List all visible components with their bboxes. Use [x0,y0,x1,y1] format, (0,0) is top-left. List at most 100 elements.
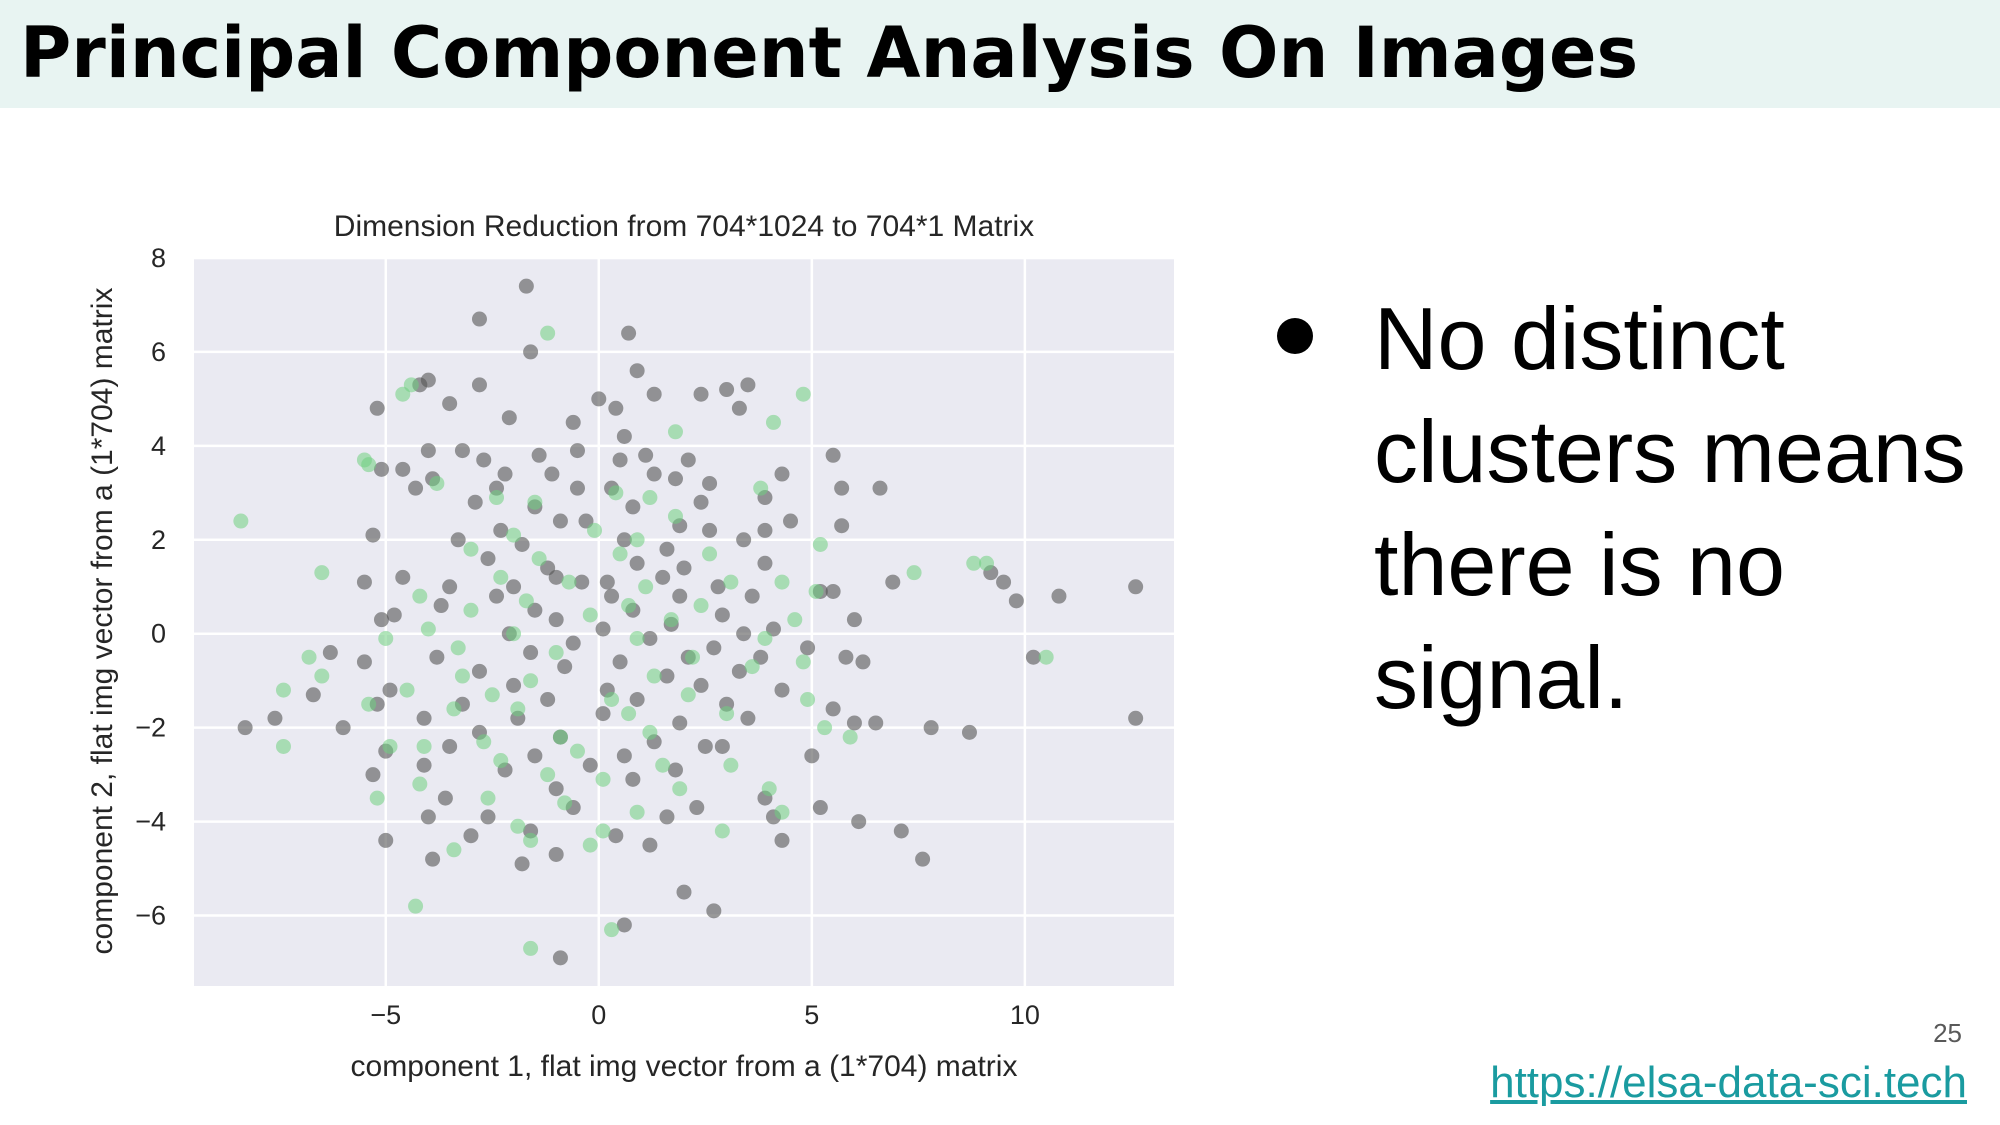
data-point-gray [595,621,611,637]
data-point-gray [480,809,496,825]
data-point-gray [834,480,850,496]
footer-link[interactable]: https://elsa-data-sci.tech [1490,1058,1967,1107]
data-point-gray [885,574,901,590]
data-point-gray [548,569,564,585]
data-point-gray [825,447,841,463]
data-point-gray [834,518,850,534]
data-point-gray [471,663,487,679]
data-point-green [812,537,828,553]
data-point-gray [365,767,381,783]
data-point-green [604,691,620,707]
data-point-gray [548,781,564,797]
data-point-gray [629,691,645,707]
data-point-gray [356,654,372,670]
data-point-gray [373,461,389,477]
data-point-green [714,823,730,839]
data-point-gray [305,687,321,703]
data-point-green [463,541,479,557]
data-point-gray [463,828,479,844]
data-point-green [510,701,526,717]
data-point-green [523,940,539,956]
data-point-green [382,738,398,754]
data-point-green [429,475,445,491]
data-point-gray [356,574,372,590]
data-point-green [527,494,543,510]
data-point-green [723,574,739,590]
data-point-gray [540,691,556,707]
data-point-gray [693,677,709,693]
y-tick-label: 8 [151,243,166,273]
data-point-gray [527,748,543,764]
data-point-green [663,612,679,628]
data-point-green [693,598,709,614]
data-point-green [723,757,739,773]
data-point-green [582,837,598,853]
data-point-gray [429,649,445,665]
data-point-green [765,414,781,430]
data-point-gray [680,452,696,468]
data-point-gray [552,513,568,529]
data-point-gray [501,410,517,426]
data-point-gray [757,555,773,571]
data-point-green [612,546,628,562]
data-point-green [702,546,718,562]
data-point-gray [476,452,492,468]
data-point-gray [825,583,841,599]
data-point-green [629,532,645,548]
data-point-gray [923,720,939,736]
data-point-gray [1008,593,1024,609]
data-point-green [646,668,662,684]
data-point-gray [518,278,534,294]
bullet-text: No distinct clusters means there is no s… [1374,289,1966,727]
data-point-gray [706,640,722,656]
data-point-green [454,668,470,684]
data-point-green [395,386,411,402]
data-point-gray [616,532,632,548]
data-point-gray [642,837,658,853]
data-point-green [314,668,330,684]
data-point-green [642,490,658,506]
data-point-gray [710,579,726,595]
data-point-gray [608,828,624,844]
data-point-green [655,757,671,773]
data-point-gray [450,532,466,548]
data-point-gray [420,443,436,459]
data-point-gray [425,851,441,867]
data-point-green [795,654,811,670]
data-point-gray [454,443,470,459]
data-point-gray [408,480,424,496]
y-tick-label: 2 [151,525,166,555]
data-point-gray [267,710,283,726]
x-tick-label: 10 [1010,1000,1040,1030]
plot-area [194,258,1174,986]
data-point-gray [544,466,560,482]
x-tick-label: 0 [591,1000,606,1030]
data-point-gray [322,645,338,661]
data-point-gray [855,654,871,670]
data-point-green [506,626,522,642]
data-point-green [275,682,291,698]
y-tick-label: −4 [135,807,166,837]
data-point-green [561,574,577,590]
data-point-green [587,522,603,538]
data-point-gray [851,814,867,830]
y-axis-label: component 2, flat img vector from a (1*7… [86,288,119,955]
data-point-gray [812,800,828,816]
data-point-green [595,771,611,787]
data-point-gray [552,950,568,966]
data-point-gray [702,475,718,491]
data-point-gray [497,466,513,482]
data-point-gray [506,579,522,595]
data-point-green [408,898,424,914]
data-point-gray [672,588,688,604]
data-point-gray [369,400,385,416]
data-point-gray [731,400,747,416]
grid-lines [194,256,1174,986]
data-point-gray [365,527,381,543]
data-point-gray [489,588,505,604]
data-point-gray [774,466,790,482]
data-point-green [540,767,556,783]
x-axis-label: component 1, flat img vector from a (1*7… [351,1050,1018,1083]
data-point-green [582,607,598,623]
data-point-green [680,687,696,703]
